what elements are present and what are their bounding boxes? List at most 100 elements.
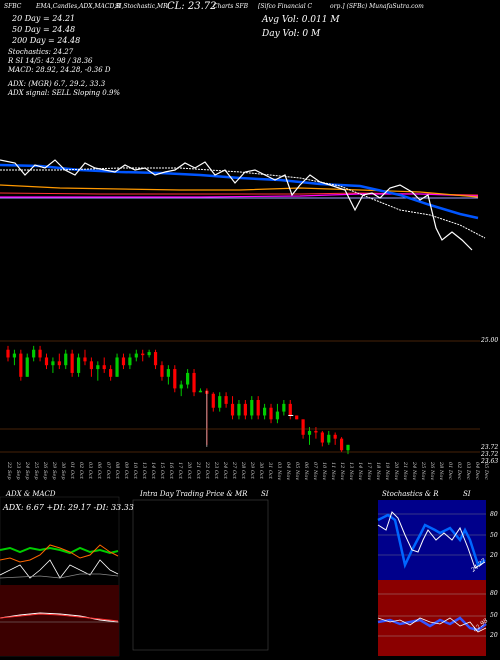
avg-volume: Avg Vol: 0.011 M — [262, 15, 340, 25]
candle-body — [243, 403, 247, 416]
ema20-line — [0, 184, 479, 198]
candles — [6, 345, 350, 455]
charts-label: Charts SFB — [213, 3, 248, 10]
candle-body — [38, 349, 42, 358]
stoch-level-50: 50 — [490, 532, 498, 539]
ema50-label: 50 Day = 24.48 — [12, 25, 76, 34]
date-label: 06 Nov — [303, 462, 309, 480]
rsi-panel — [377, 580, 487, 656]
price-close-line — [0, 159, 473, 251]
date-label: 24 Oct — [222, 461, 228, 480]
adx-signal-label: ADX signal: SELL Sloping 0.9% — [8, 89, 121, 97]
candle-body — [333, 434, 337, 439]
date-label: 24 Sep — [24, 461, 30, 480]
candle-body — [121, 357, 126, 366]
date-label: 04 Dec — [474, 462, 480, 480]
date-label: 16 Oct — [168, 462, 174, 480]
candle-body — [153, 352, 158, 366]
date-label: 31 Oct — [267, 462, 273, 480]
candle-body — [211, 393, 215, 408]
candle-body — [173, 369, 177, 389]
candle-body — [320, 432, 324, 443]
date-label: 03 Oct — [87, 462, 93, 480]
date-label: 29 Oct — [249, 461, 255, 480]
candle-body — [32, 349, 36, 358]
stoch-bg — [378, 500, 486, 580]
candle-body — [19, 353, 23, 377]
stochastics-panel — [377, 500, 486, 580]
candle-body — [179, 384, 183, 389]
rsi-level-80: 80 — [490, 590, 498, 597]
intraday-panel — [132, 499, 269, 651]
date-label: 06 Oct — [96, 462, 102, 480]
ema50-line — [0, 163, 479, 220]
date-label: 25 Nov — [420, 461, 426, 480]
date-label: 21 Oct — [195, 461, 201, 480]
candle-body — [327, 434, 331, 443]
macd-line — [0, 612, 119, 623]
date-label: 12 Nov — [339, 462, 345, 480]
date-label: 17 Oct — [177, 462, 183, 480]
price-top-label: 25.00 — [481, 337, 499, 344]
candle-body — [198, 390, 203, 393]
candle-body — [192, 372, 196, 393]
candle-body — [57, 361, 61, 366]
date-label: 25 Sep — [33, 461, 39, 480]
date-label: 29 Sep — [51, 461, 57, 480]
candle-body — [237, 403, 241, 416]
candle-body — [12, 353, 17, 358]
date-label: 01 Dec — [447, 462, 453, 480]
site-label: orp.] (SFBc) MunafaSutra.com — [330, 3, 424, 10]
candle-body — [275, 411, 280, 420]
date-label: 02 Oct — [78, 462, 84, 480]
date-label: 17 Nov — [366, 462, 372, 480]
price-close-label-2: 23.72 — [481, 451, 499, 458]
close-price: CL: 23.72 — [167, 1, 217, 12]
candle-body — [6, 349, 10, 358]
candle-body — [314, 430, 318, 433]
rsi-level-50: 50 — [490, 612, 498, 619]
rsi-level-20: 20 — [490, 632, 498, 639]
date-label: 24 Nov — [411, 461, 417, 480]
candle-body — [256, 400, 260, 416]
date-label: 26 Sep — [42, 461, 48, 480]
date-label: 14 Nov — [357, 462, 363, 480]
candle-body — [346, 444, 350, 451]
date-label: 26 Nov — [429, 461, 435, 480]
date-label: 21 Nov — [402, 461, 408, 480]
ticker-label: SFBC — [4, 3, 22, 10]
stoch-level-20: 20 — [490, 552, 498, 559]
date-label: 19 Nov — [384, 462, 390, 480]
date-label: 02 Dec — [456, 462, 462, 480]
date-label: 23 Sep — [15, 461, 21, 480]
stochastics-label: Stochastics: 24.27 — [8, 48, 74, 56]
ema200-line — [0, 193, 479, 198]
candle-body — [115, 357, 119, 377]
candle-body — [147, 352, 151, 356]
date-label: 23 Oct — [213, 461, 219, 480]
price-lines — [0, 159, 486, 251]
date-label: 10 Nov — [321, 462, 327, 480]
candle-body — [89, 361, 93, 370]
adx-minus-di — [0, 544, 119, 563]
candle-body — [25, 357, 29, 377]
adx-panel-title: ADX & MACD — [6, 490, 56, 498]
date-label: 01 Oct — [69, 462, 75, 480]
date-label: 03 Nov — [276, 462, 282, 480]
date-label: 30 Oct — [258, 462, 264, 480]
date-label: 18 Nov — [375, 462, 381, 480]
adx-plus-di — [0, 546, 119, 555]
ema-lines — [0, 163, 479, 220]
candle-body — [186, 372, 190, 385]
rsi-bg — [378, 580, 486, 656]
adx-panel-values: ADX: 6.67 +DI: 29.17 -DI: 33.33 — [3, 503, 134, 512]
candle-body — [76, 357, 81, 373]
date-label: 11 Nov — [330, 462, 336, 480]
candle-body — [134, 353, 138, 358]
date-label: 20 Nov — [393, 461, 399, 480]
horizontal-lines — [0, 340, 480, 453]
candle-body — [141, 353, 145, 356]
candle-body — [102, 365, 106, 370]
stoch-k — [377, 513, 486, 569]
